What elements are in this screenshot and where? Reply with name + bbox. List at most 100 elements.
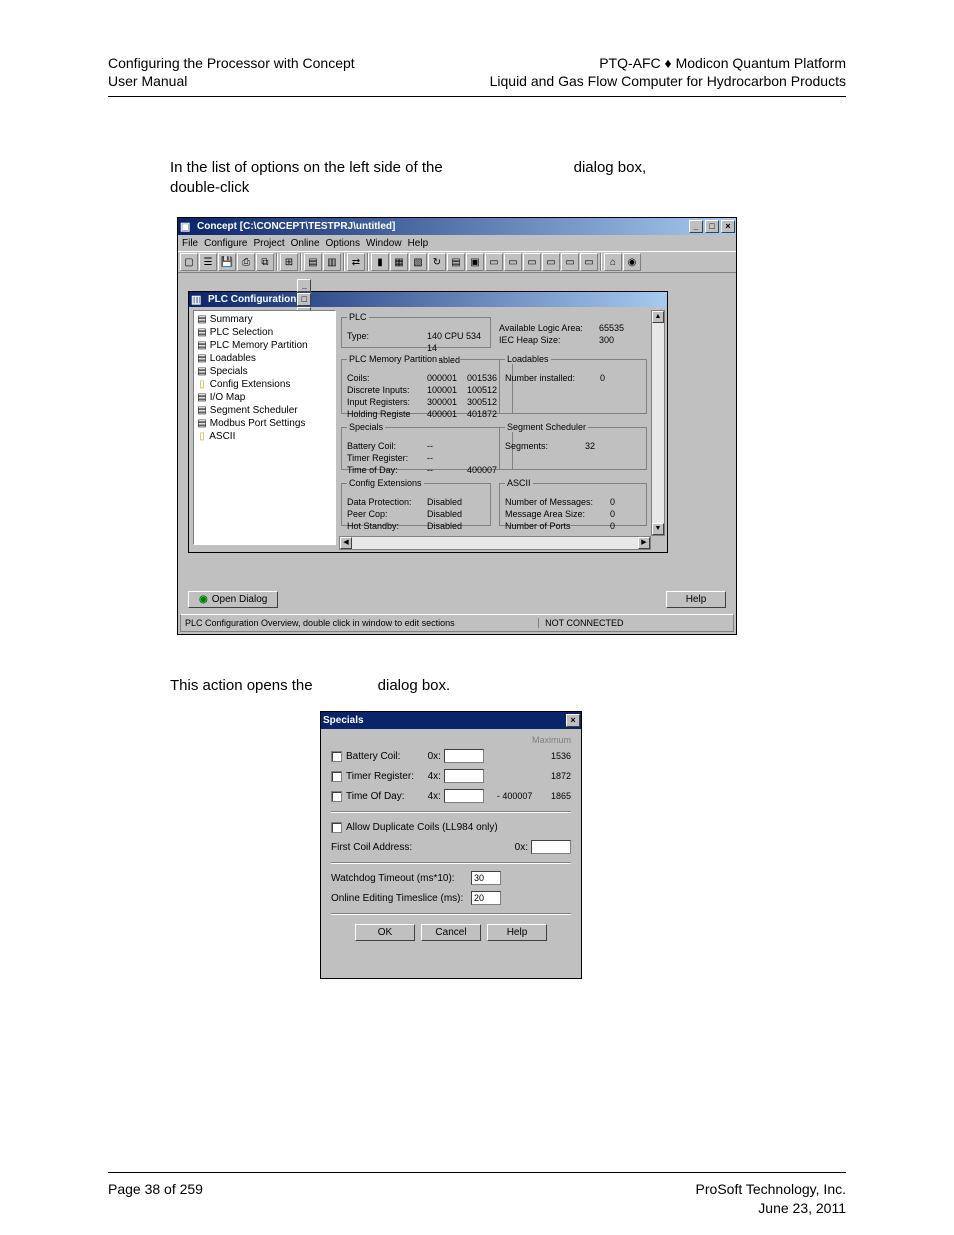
instruction-para-1: In the list of options on the left side … — [170, 158, 844, 199]
footer-left: Page 38 of 259 — [108, 1180, 203, 1218]
tree-segment-sched[interactable]: ▤ Segment Scheduler — [197, 404, 332, 417]
footer-rule — [108, 1172, 846, 1173]
input-battery[interactable] — [444, 749, 484, 763]
chk-timer[interactable] — [331, 771, 342, 782]
window-titlebar: ▣ Concept [C:\CONCEPT\TESTPRJ\untitled] … — [178, 218, 736, 235]
tool-h-icon[interactable]: ▣ — [466, 253, 484, 271]
tool-o-icon[interactable]: ⌂ — [604, 253, 622, 271]
instr1-a: In the list of options on the left side … — [170, 159, 443, 176]
chk-tod[interactable] — [331, 791, 342, 802]
menu-online[interactable]: Online — [291, 238, 320, 249]
input-tod[interactable] — [444, 789, 484, 803]
input-timeslice[interactable] — [471, 891, 501, 905]
help-button[interactable]: Help — [666, 591, 726, 608]
tool-m-icon[interactable]: ▭ — [561, 253, 579, 271]
tree-plc-selection[interactable]: ▤ PLC Selection — [197, 326, 332, 339]
legend-cfgext: Config Extensions — [347, 478, 424, 488]
group-seg: Segment Scheduler Segments:32 — [499, 422, 647, 470]
menu-project[interactable]: Project — [253, 238, 284, 249]
tool-save-icon[interactable]: 💾 — [218, 253, 236, 271]
page-footer: Page 38 of 259 ProSoft Technology, Inc. … — [108, 1180, 846, 1218]
group-cfgext: Config Extensions Data Protection:Disabl… — [341, 478, 491, 526]
specials-body: Maximum Battery Coil: 0x: 1536 Timer Reg… — [321, 729, 581, 947]
specials-close[interactable]: × — [566, 714, 580, 727]
hscrollbar[interactable]: ◀▶ — [339, 536, 651, 550]
tree-config-ext[interactable]: ▯ Config Extensions — [197, 378, 332, 391]
ok-button[interactable]: OK — [355, 924, 415, 941]
child-title-text: PLC Configuration — [208, 294, 296, 305]
prefix-battery: 0x: — [423, 751, 441, 762]
header-right: PTQ-AFC ♦ Modicon Quantum Platform Liqui… — [490, 54, 846, 90]
header-left: Configuring the Processor with Concept U… — [108, 54, 355, 90]
tool-grid-icon[interactable]: ⊞ — [280, 253, 298, 271]
child-icon: ▥ — [191, 293, 205, 307]
chk-allow-dup[interactable] — [331, 822, 342, 833]
toolbar-sep5 — [600, 253, 602, 271]
cancel-button[interactable]: Cancel — [421, 924, 481, 941]
header-right-line1: PTQ-AFC ♦ Modicon Quantum Platform — [490, 54, 846, 72]
tree-panel: ▤ Summary ▤ PLC Selection ▤ PLC Memory P… — [193, 310, 336, 545]
menu-configure[interactable]: Configure — [204, 238, 247, 249]
tool-l-icon[interactable]: ▭ — [542, 253, 560, 271]
tool-b-icon[interactable]: ▥ — [323, 253, 341, 271]
minimize-button[interactable]: _ — [689, 220, 703, 233]
tool-print-icon[interactable]: ⎙ — [237, 253, 255, 271]
plc-right: Available Logic Area:65535 IEC Heap Size… — [499, 322, 624, 346]
menu-file[interactable]: File — [182, 238, 198, 249]
toolbar-sep — [276, 253, 278, 271]
dialog-help-button[interactable]: Help — [487, 924, 547, 941]
tool-open-icon[interactable]: ☰ — [199, 253, 217, 271]
tool-d-icon[interactable]: ▦ — [390, 253, 408, 271]
tool-f-icon[interactable]: ↻ — [428, 253, 446, 271]
tool-e-icon[interactable]: ▧ — [409, 253, 427, 271]
input-first-coil[interactable] — [531, 840, 571, 854]
menu-help[interactable]: Help — [408, 238, 429, 249]
tool-i-icon[interactable]: ▭ — [485, 253, 503, 271]
row-allow-dup: Allow Duplicate Coils (LL984 only) — [331, 818, 571, 836]
row-watchdog: Watchdog Timeout (ms*10): — [331, 869, 571, 887]
chk-battery[interactable] — [331, 751, 342, 762]
tool-j-icon[interactable]: ▭ — [504, 253, 522, 271]
maximum-label: Maximum — [331, 735, 571, 745]
child-maximize[interactable]: □ — [297, 293, 311, 306]
tree-ascii[interactable]: ▯ ASCII — [197, 430, 332, 443]
tool-connect-icon[interactable]: ⇄ — [347, 253, 365, 271]
close-button[interactable]: × — [721, 220, 735, 233]
child-minimize[interactable]: _ — [297, 279, 311, 292]
menu-options[interactable]: Options — [326, 238, 360, 249]
tool-p-icon[interactable]: ◉ — [623, 253, 641, 271]
menu-window[interactable]: Window — [366, 238, 402, 249]
dialog-buttons: OK Cancel Help — [331, 924, 571, 941]
maximize-button[interactable]: □ — [705, 220, 719, 233]
tool-copy-icon[interactable]: ⧉ — [256, 253, 274, 271]
header-rule — [108, 96, 846, 97]
tool-k-icon[interactable]: ▭ — [523, 253, 541, 271]
tree-specials[interactable]: ▤ Specials — [197, 365, 332, 378]
button-row: ◉ Open Dialog Help — [188, 591, 726, 608]
header-left-line1: Configuring the Processor with Concept — [108, 54, 355, 72]
tool-new-icon[interactable]: ▢ — [180, 253, 198, 271]
tree-io-map[interactable]: ▤ I/O Map — [197, 391, 332, 404]
toolbar-sep4 — [367, 253, 369, 271]
tree-modbus-port[interactable]: ▤ Modbus Port Settings — [197, 417, 332, 430]
divider-2 — [331, 862, 571, 863]
input-timer[interactable] — [444, 769, 484, 783]
vscrollbar[interactable]: ▲▼ — [651, 310, 665, 536]
legend-loadables: Loadables — [505, 354, 551, 364]
row-timeslice: Online Editing Timeslice (ms): — [331, 889, 571, 907]
tree-memory-partition[interactable]: ▤ PLC Memory Partition — [197, 339, 332, 352]
legend-specials: Specials — [347, 422, 385, 432]
tool-g-icon[interactable]: ▤ — [447, 253, 465, 271]
tool-c-icon[interactable]: ▮ — [371, 253, 389, 271]
tree-summary[interactable]: ▤ Summary — [197, 313, 332, 326]
group-loadables: Loadables Number installed:0 — [499, 354, 647, 414]
globe-icon: ◉ — [199, 594, 208, 605]
max-timer: 1872 — [535, 771, 571, 781]
tree-loadables[interactable]: ▤ Loadables — [197, 352, 332, 365]
input-watchdog[interactable] — [471, 871, 501, 885]
group-plc: PLC Type:140 CPU 534 14 IEC:Enabled — [341, 312, 491, 348]
tool-n-icon[interactable]: ▭ — [580, 253, 598, 271]
open-dialog-button[interactable]: ◉ Open Dialog — [188, 591, 278, 608]
tool-a-icon[interactable]: ▤ — [304, 253, 322, 271]
status-left: PLC Configuration Overview, double click… — [185, 618, 455, 628]
